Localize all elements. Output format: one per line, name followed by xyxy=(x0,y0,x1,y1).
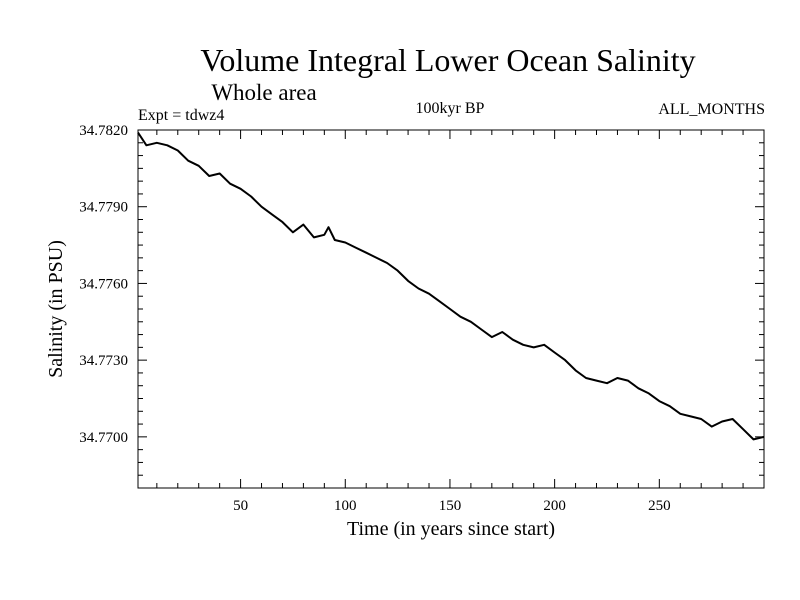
chart-subtitle: Whole area xyxy=(211,80,316,105)
axis-ticks xyxy=(138,129,764,489)
y-tick-labels: 34.7700 34.7730 34.7760 34.7790 34.7820 xyxy=(79,123,128,446)
y-axis-label: Salinity (in PSU) xyxy=(45,240,67,378)
x-tick-label: 50 xyxy=(233,498,248,514)
y-tick-label: 34.7790 xyxy=(79,200,128,216)
months-label: ALL_MONTHS xyxy=(658,101,765,118)
salinity-series-line xyxy=(137,132,765,441)
x-tick-label: 150 xyxy=(439,498,462,514)
y-tick-label: 34.7700 xyxy=(79,430,128,446)
experiment-label: Expt = tdwz4 xyxy=(138,107,224,124)
x-tick-label: 200 xyxy=(543,498,566,514)
x-axis-label: Time (in years since start) xyxy=(347,518,555,540)
x-tick-label: 250 xyxy=(648,498,671,514)
x-tick-label: 100 xyxy=(334,498,357,514)
chart-title: Volume Integral Lower Ocean Salinity xyxy=(200,42,695,78)
y-tick-label: 34.7820 xyxy=(79,123,128,139)
y-tick-label: 34.7760 xyxy=(79,276,128,292)
y-tick-label: 34.7730 xyxy=(79,353,128,369)
period-label: 100kyr BP xyxy=(416,100,485,117)
x-tick-labels: 50 100 150 200 250 xyxy=(233,498,670,514)
